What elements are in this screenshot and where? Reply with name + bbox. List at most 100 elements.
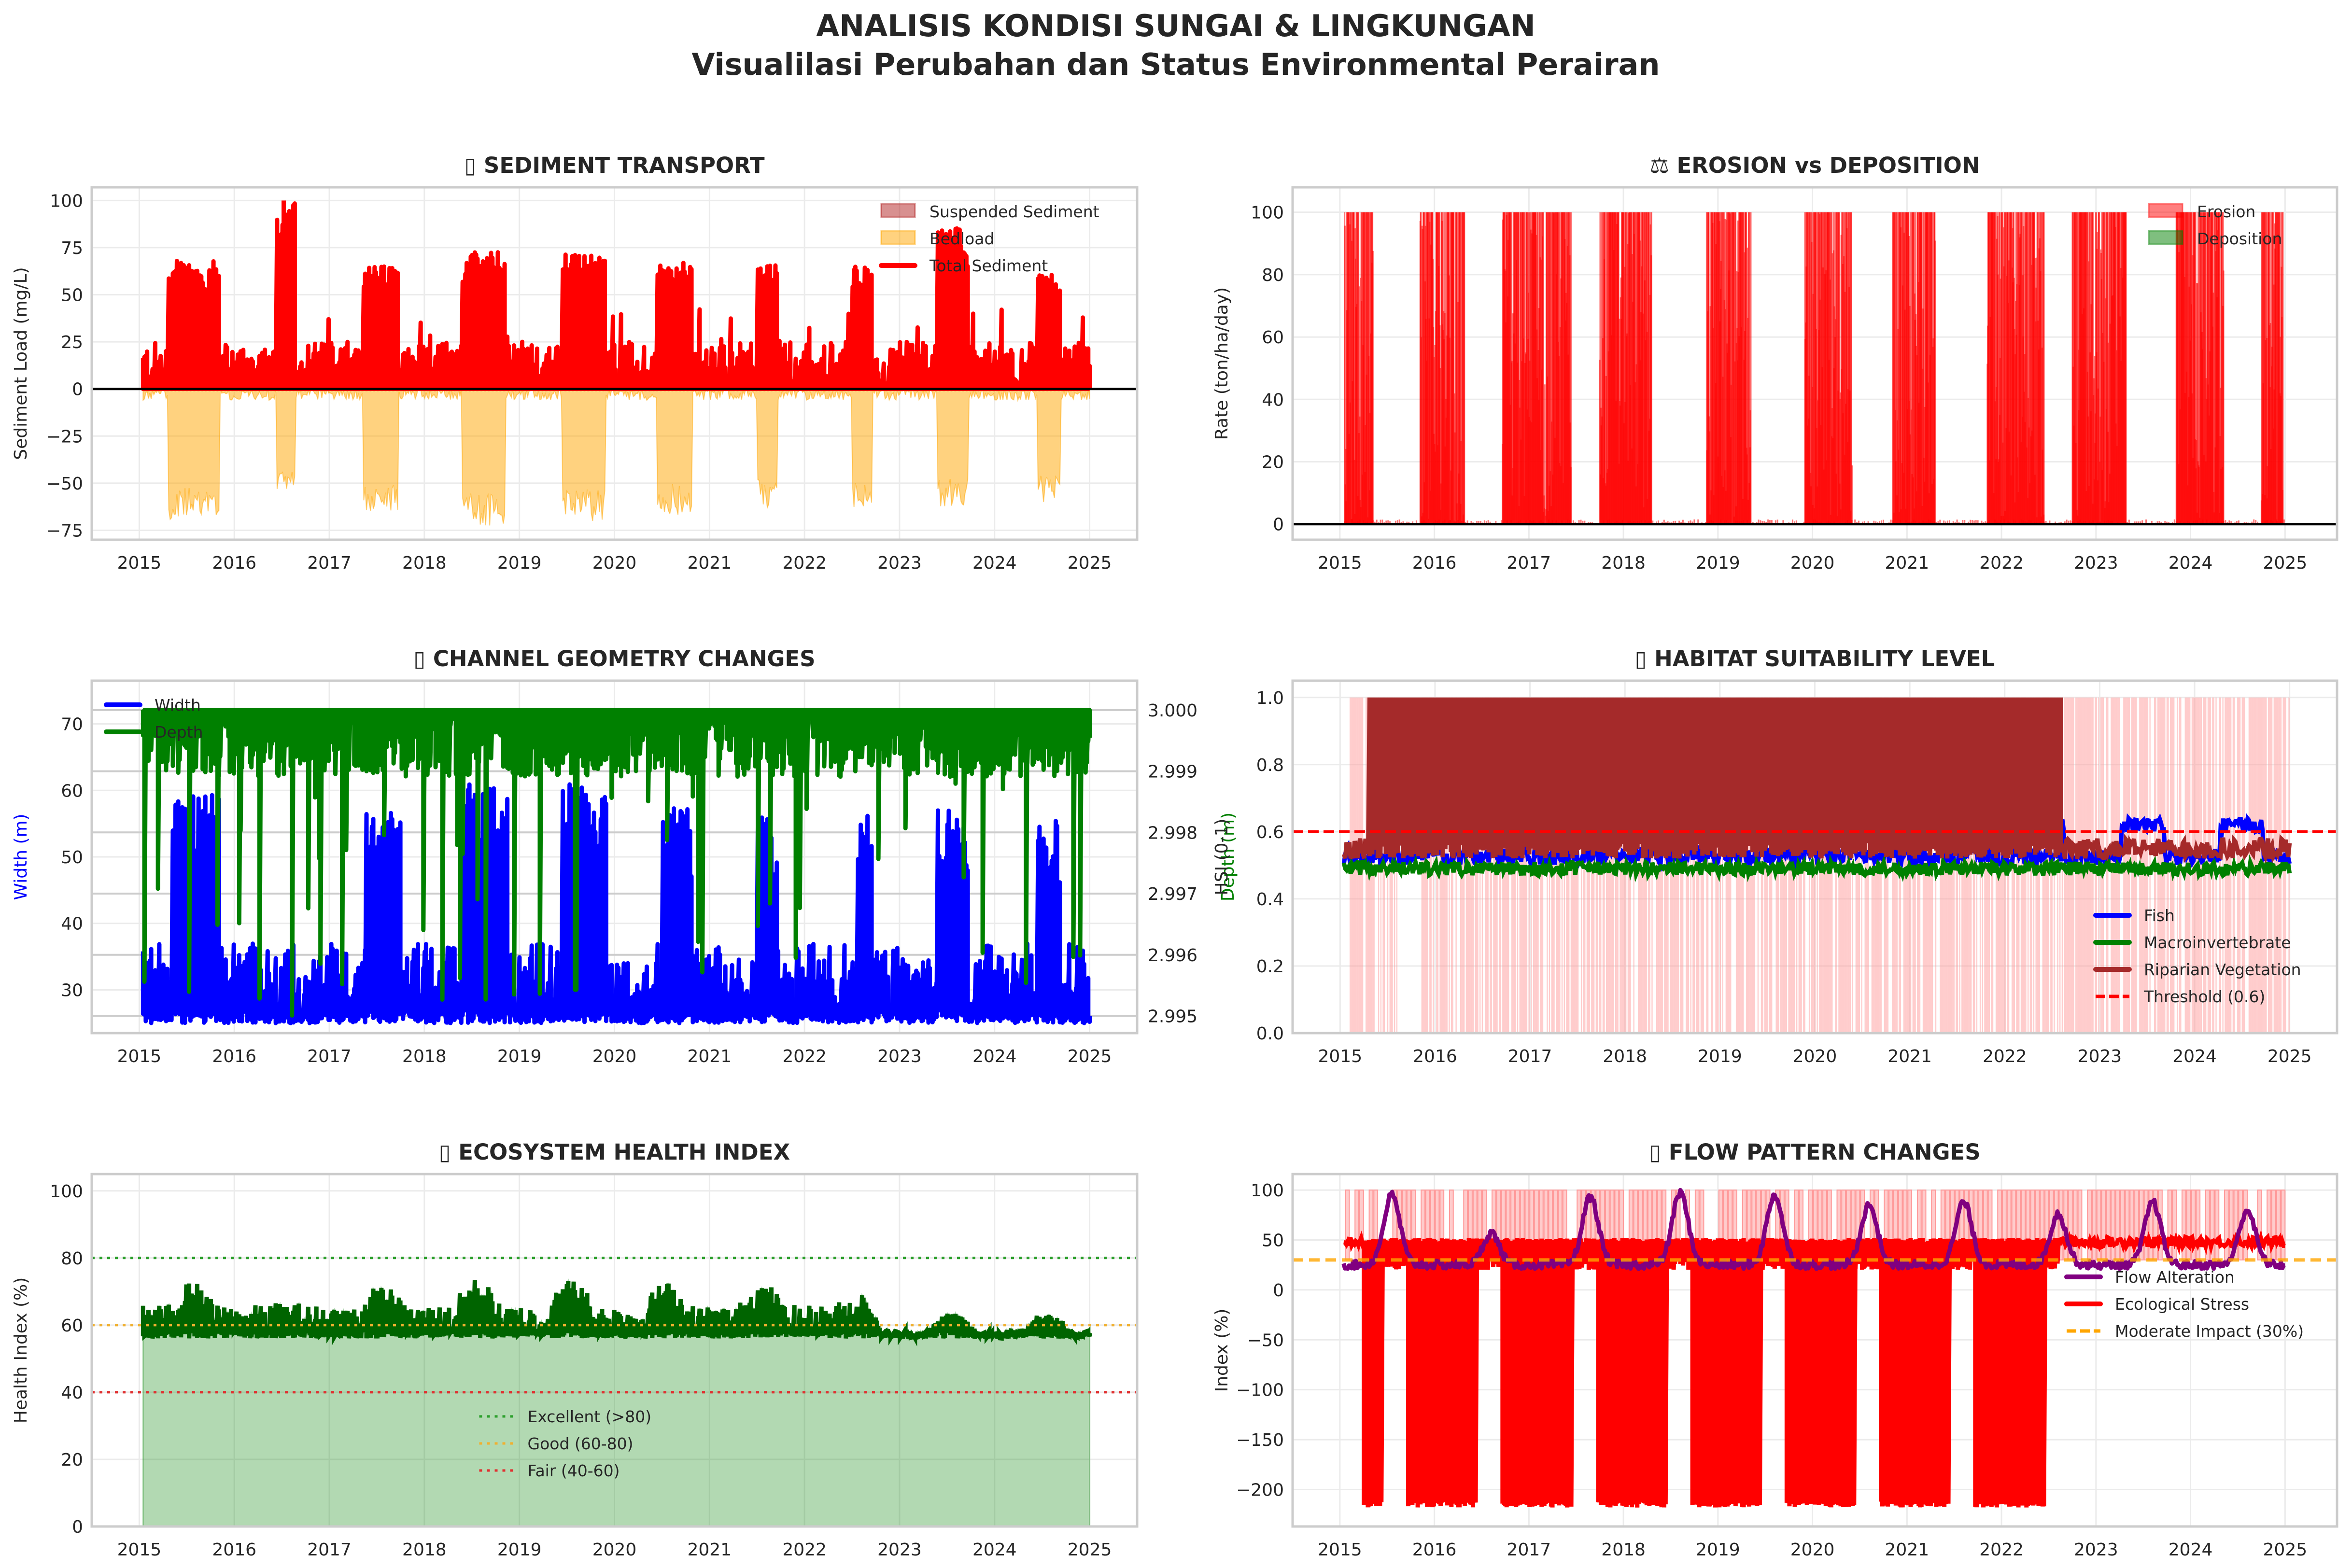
x-tick-label: 2016 [1412,553,1457,573]
legend-swatch-patch [880,203,916,218]
panel-sediment: ▯ SEDIMENT TRANSPORT 2015 2016 2017 2018 2019… [11,153,1139,573]
low-suitability-shade [1887,697,1889,1033]
legend-label: Fair (40-60) [528,1461,620,1480]
low-suitability-shade [2146,697,2147,1033]
y-right-tick-label: 2.997 [1148,884,1197,904]
panel-title: ▯ FLOW PATTERN CHANGES [1649,1139,1980,1165]
axes-frame [90,186,1139,541]
y-right-tick-label: 3.000 [1148,701,1197,721]
x-tick-label: 2023 [2074,553,2118,573]
y-tick-label: 25 [61,333,83,352]
low-suitability-shade [1904,697,1906,1033]
x-tick-label: 2022 [782,1540,827,1560]
y-tick-label: 0 [1273,515,1284,535]
y-tick-label: 0.0 [1256,1024,1284,1044]
y-tick-label: 50 [61,286,83,306]
x-tick-label: 2016 [212,1540,256,1560]
x-tick-label: 2016 [212,1047,256,1066]
y-tick-label: 70 [61,715,83,735]
x-tick-label: 2015 [1318,1540,1362,1560]
x-tick-label: 2025 [1068,1540,1112,1560]
legend-label: Suspended Sediment [930,202,1099,221]
x-tick-label: 2021 [1887,1047,1932,1066]
x-tick-label: 2015 [1318,1047,1363,1066]
y-tick-label: 0 [1273,1281,1284,1301]
x-tick-label: 2019 [497,553,542,573]
riparian-vegetation-line [1341,697,2292,864]
y-tick-label: 80 [61,1249,83,1269]
legend-label: Deposition [2197,229,2282,248]
x-tick-label: 2024 [972,1540,1017,1560]
y-right-tick-label: 2.999 [1148,762,1197,782]
low-suitability-shade [1470,697,1472,1033]
macroinvertebrate-line [1341,854,2292,882]
x-tick-label: 2021 [688,1047,732,1066]
high-impact-shade [2281,1190,2286,1260]
high-impact-shade [2115,1190,2120,1260]
legend: Suspended Sediment Bedload Total Sediment [879,202,1099,275]
x-tick-label: 2018 [402,1047,447,1066]
low-suitability-shade [1785,697,1786,1033]
x-tick-label: 2024 [972,1047,1017,1066]
y-axis-label: Width (m) [11,813,31,900]
x-tick-label: 2016 [212,553,256,573]
high-impact-shade [2092,1190,2097,1260]
x-tick-label: 2017 [1507,553,1551,573]
low-suitability-shade [1463,697,1465,1033]
low-suitability-shade [2147,697,2149,1033]
y-tick-label: −75 [46,521,83,541]
low-suitability-shade [1905,697,1907,1033]
y-axis-label: HSI (0-1) [1212,819,1232,896]
plot-content [1293,1188,2337,1508]
y-right-tick-label: 2.996 [1148,946,1197,966]
y-tick-label: 100 [50,191,83,211]
x-tick-label: 2025 [1068,1047,1112,1066]
low-suitability-shade [2276,697,2277,1033]
y-right-axis-label: Depth (m) [1218,812,1238,901]
legend-label: Ecological Stress [2115,1295,2249,1314]
legend-label: Fish [2144,906,2175,925]
high-impact-shade [2111,1190,2115,1260]
y-tick-label: −50 [46,474,83,494]
y-axis-label: Rate (ton/ha/day) [1212,287,1232,440]
x-tick-label: 2020 [592,1540,637,1560]
low-suitability-shade [1751,697,1753,1033]
legend-label: Width [155,696,201,714]
x-tick-label: 2024 [2169,1540,2213,1560]
low-suitability-shade [1387,697,1389,1033]
panel-title: ⚖ EROSION vs DEPOSITION [1649,153,1980,178]
x-tick-label: 2025 [2263,553,2308,573]
panel-erosion: ⚖ EROSION vs DEPOSITION 2015 2016 2017 2018 2… [1212,153,2338,573]
x-tick-label: 2019 [1698,1047,1742,1066]
y-right-tick-label: 2.995 [1148,1007,1197,1027]
y-tick-label: 60 [61,1316,83,1336]
x-tick-label: 2019 [497,1540,542,1560]
low-suitability-shade [1886,697,1887,1033]
low-suitability-shade [1430,697,1432,1033]
x-tick-label: 2020 [1790,553,1835,573]
x-tick-label: 2022 [1983,1047,2027,1066]
x-tick-label: 2025 [2263,1540,2308,1560]
plot-content [1293,697,2337,1033]
panel-flow: ▯ FLOW PATTERN CHANGES 2015 2016 2017 2018 20… [1212,1139,2338,1560]
x-tick-label: 2017 [307,553,352,573]
x-tick-label: 2021 [688,1540,732,1560]
legend: Width Depth [104,696,203,742]
x-tick-label: 2023 [877,553,922,573]
x-tick-label: 2017 [1507,1540,1551,1560]
low-suitability-shade [2096,697,2097,1033]
y-tick-label: 20 [61,1450,83,1470]
low-suitability-shade [1641,697,1643,1033]
x-tick-label: 2021 [1885,1540,1929,1560]
legend-label: Riparian Vegetation [2144,960,2301,979]
y-tick-label: 50 [61,848,83,868]
y-axis-label: Index (%) [1212,1309,1232,1392]
low-suitability-shade [1864,697,1866,1033]
legend: Fish Macroinvertebrate Riparian Vegetation… [2093,906,2301,1006]
high-impact-shade [2257,1190,2262,1260]
y-tick-label: 100 [50,1182,83,1202]
plot-content [1344,212,2285,524]
y-tick-label: 0 [72,1517,83,1537]
fish-line [1341,813,2292,873]
y-tick-label: 40 [61,1383,83,1403]
